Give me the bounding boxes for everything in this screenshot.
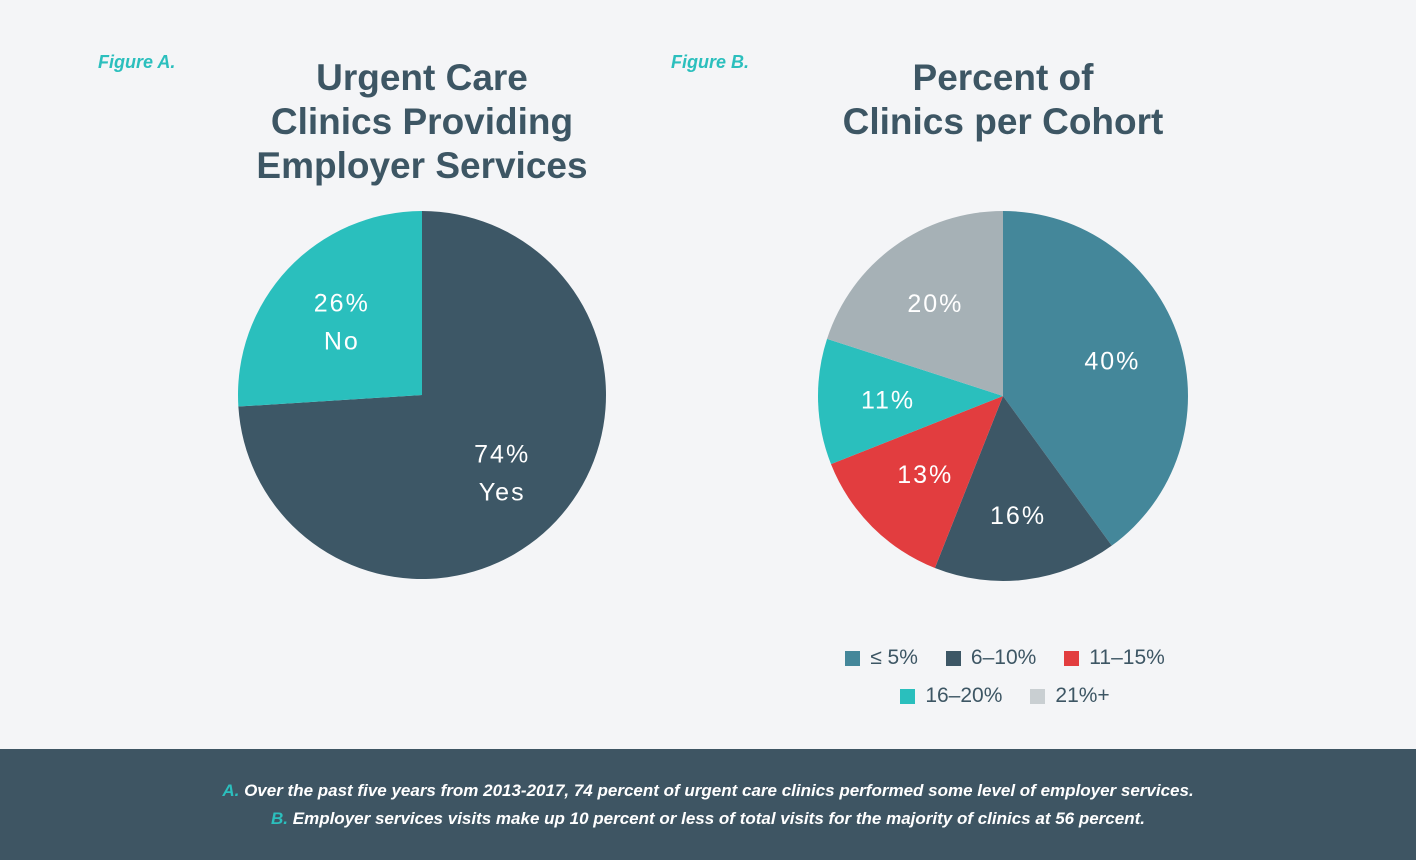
figure-a-title-line: Clinics Providing (270, 101, 574, 142)
slice-value-label: 40% (1084, 347, 1140, 375)
pie-slice-11-15 (830, 396, 1003, 569)
pie-slice-16-20 (818, 338, 1003, 465)
pie-slice-21 (827, 211, 1003, 396)
legend-swatch (1030, 688, 1046, 704)
pie-slice-no (238, 211, 422, 407)
legend-swatch (1064, 650, 1080, 666)
figure-b-label: Figure B. (671, 52, 750, 72)
legend-item-6-10: 6–10% (945, 646, 1037, 670)
slice-category-label: No (324, 328, 360, 356)
figure-b-title: Percent of Clinics per Cohort (803, 56, 1203, 144)
slice-value-label: 16% (990, 502, 1046, 530)
pie-slice-5 (1003, 211, 1188, 546)
figure-a-title-line: Employer Services (256, 145, 588, 186)
figure-a-title-line: Urgent Care (316, 57, 528, 98)
legend-label: ≤ 5% (870, 646, 918, 669)
figure-b-title-line: Clinics per Cohort (842, 101, 1164, 142)
legend-swatch (900, 688, 916, 704)
legend-label: 21%+ (1055, 684, 1110, 707)
slice-value-label: 20% (907, 290, 963, 318)
legend-item-11-15: 11–15% (1064, 646, 1165, 670)
figure-a-title: Urgent Care Clinics Providing Employer S… (222, 56, 622, 188)
pie-chart-cohort: 40% 16% 13% 11% 20% (818, 211, 1188, 581)
pie-slice-6-10 (934, 396, 1112, 581)
legend-swatch (845, 650, 861, 666)
slice-value-label: 74% (474, 440, 530, 468)
legend-item-5: ≤ 5% (845, 646, 918, 670)
legend-row: ≤ 5% 6–10% 11–15% (800, 646, 1210, 670)
legend-row: 16–20% 21%+ (800, 684, 1210, 708)
pie-chart-employer-services: 74% Yes 26% No (238, 211, 606, 579)
legend-label: 6–10% (970, 646, 1037, 669)
caption-a-text: Over the past five years from 2013-2017,… (244, 780, 1194, 800)
legend-label: 11–15% (1089, 646, 1165, 669)
legend-label: 16–20% (925, 684, 1003, 707)
slice-value-label: 11% (861, 387, 915, 415)
pie-slice-yes (238, 211, 606, 579)
footer-caption: A. Over the past five years from 2013-20… (0, 749, 1416, 860)
figure-a-label: Figure A. (98, 52, 176, 72)
caption-a-letter: A. (222, 780, 240, 800)
caption-b-text: Employer services visits make up 10 perc… (292, 808, 1145, 828)
legend-item-21: 21%+ (1030, 684, 1110, 708)
caption-b: B. Employer services visits make up 10 p… (0, 809, 1416, 829)
legend-swatch (945, 650, 961, 666)
caption-b-letter: B. (271, 808, 289, 828)
figure-b-title-line: Percent of (912, 57, 1094, 98)
slice-value-label: 26% (314, 290, 370, 318)
legend-item-16-20: 16–20% (900, 684, 1002, 708)
slice-value-label: 13% (897, 461, 953, 489)
caption-a: A. Over the past five years from 2013-20… (0, 781, 1416, 801)
slice-category-label: Yes (479, 478, 526, 506)
cohort-legend: ≤ 5% 6–10% 11–15% 16–20% 21%+ (800, 646, 1210, 722)
